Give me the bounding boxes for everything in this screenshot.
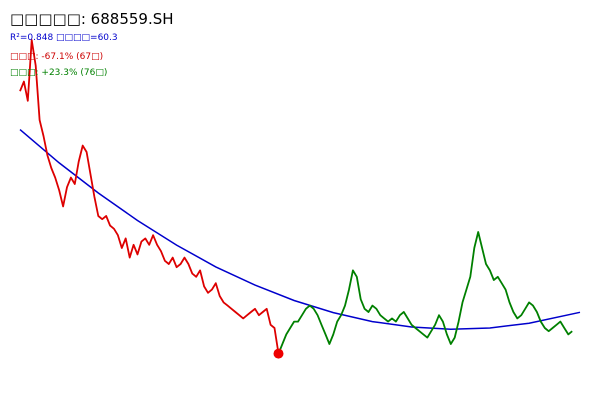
rise-series-line <box>277 231 573 354</box>
chart-title: □□□□□: 688559.SH <box>10 10 174 28</box>
fit-curve <box>19 129 581 331</box>
low-point-marker <box>273 348 284 359</box>
fit-stats-label: R²=0.848 □□□□=60.3 <box>10 33 118 43</box>
marker-layer <box>273 348 284 359</box>
rise-label: □□□: +23.3% (76□) <box>10 68 107 78</box>
series-layer <box>19 39 573 354</box>
decline-series-line <box>19 39 280 354</box>
decline-label: □□□: -67.1% (67□) <box>10 52 103 62</box>
fit-curve-layer <box>19 129 581 331</box>
